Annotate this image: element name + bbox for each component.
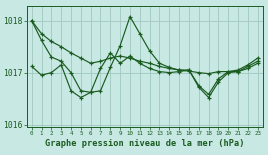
X-axis label: Graphe pression niveau de la mer (hPa): Graphe pression niveau de la mer (hPa) [45, 139, 244, 148]
